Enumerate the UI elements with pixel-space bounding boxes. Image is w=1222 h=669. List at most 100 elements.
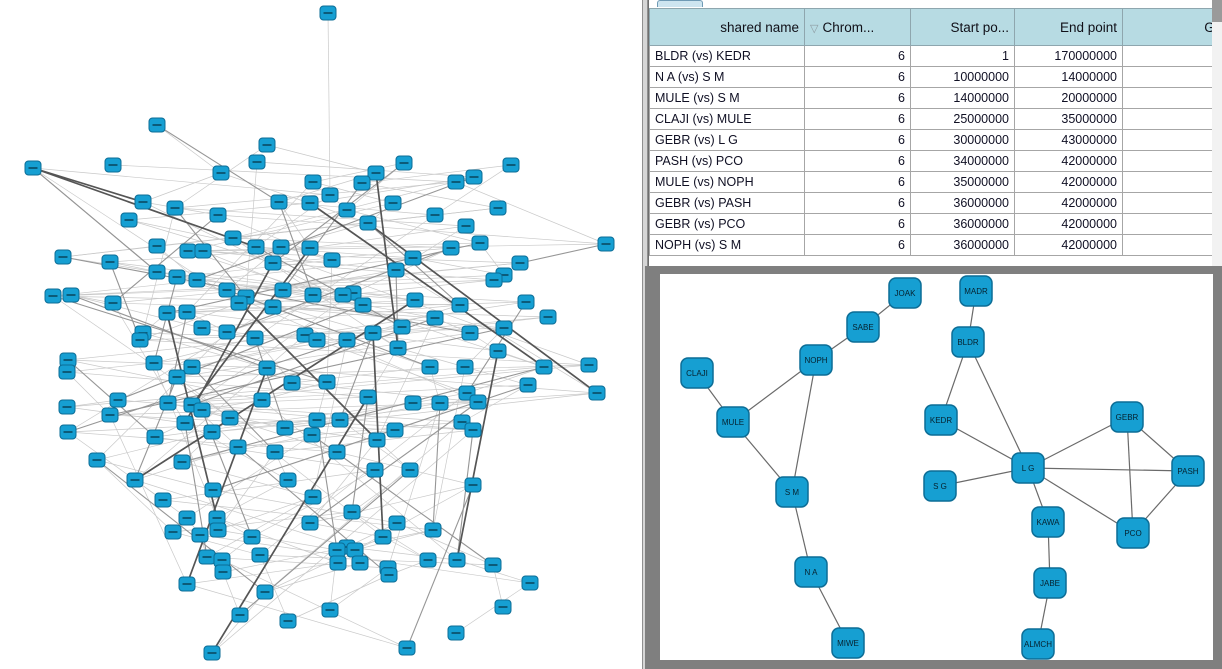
network-node[interactable] xyxy=(179,243,197,259)
network-node[interactable] xyxy=(154,492,172,508)
table-row[interactable]: N A (vs) S M610000000140000006.6 xyxy=(649,66,1222,88)
node-joak[interactable]: JOAK xyxy=(888,277,922,309)
network-node[interactable] xyxy=(218,282,236,298)
node-mule[interactable]: MULE xyxy=(716,406,750,438)
node-l-g[interactable]: L G xyxy=(1011,452,1045,484)
node-noph[interactable]: NOPH xyxy=(799,344,833,376)
network-node[interactable] xyxy=(145,355,163,371)
node-shape[interactable] xyxy=(1110,401,1144,433)
network-node[interactable] xyxy=(168,369,186,385)
network-node[interactable] xyxy=(359,215,377,231)
node-pco[interactable]: PCO xyxy=(1116,517,1150,549)
network-node[interactable] xyxy=(283,375,301,391)
node-shape[interactable] xyxy=(846,311,880,343)
network-node[interactable] xyxy=(178,510,196,526)
network-node[interactable] xyxy=(258,360,276,376)
node-almch[interactable]: ALMCH xyxy=(1021,628,1055,660)
table-row[interactable]: GEBR (vs) L G6300000004300000016.9 xyxy=(649,129,1222,151)
network-node[interactable] xyxy=(279,472,297,488)
network-node[interactable] xyxy=(148,238,166,254)
network-node[interactable] xyxy=(404,250,422,266)
node-shape[interactable] xyxy=(888,277,922,309)
node-shape[interactable] xyxy=(716,406,750,438)
network-node[interactable] xyxy=(59,424,77,440)
table-row[interactable]: NOPH (vs) S M636000000420000009.9 xyxy=(649,234,1222,256)
node-bldr[interactable]: BLDR xyxy=(951,326,985,358)
network-node[interactable] xyxy=(489,200,507,216)
network-node[interactable] xyxy=(494,599,512,615)
network-node[interactable] xyxy=(461,325,479,341)
node-claji[interactable]: CLAJI xyxy=(680,357,714,389)
node-shape[interactable] xyxy=(1011,452,1045,484)
network-node[interactable] xyxy=(419,552,437,568)
overview-network-canvas[interactable] xyxy=(0,0,642,669)
node-shape[interactable] xyxy=(680,357,714,389)
network-node[interactable] xyxy=(176,415,194,431)
network-node[interactable] xyxy=(426,310,444,326)
network-node[interactable] xyxy=(212,165,230,181)
network-node[interactable] xyxy=(389,340,407,356)
network-node[interactable] xyxy=(104,157,122,173)
network-node[interactable] xyxy=(380,567,398,583)
network-node[interactable] xyxy=(338,332,356,348)
edge-gebr-pco[interactable] xyxy=(1126,416,1134,534)
network-node[interactable] xyxy=(351,555,369,571)
node-shape[interactable] xyxy=(923,470,957,502)
edge-l-g-pash[interactable] xyxy=(1027,467,1189,472)
network-node[interactable] xyxy=(447,625,465,641)
network-node[interactable] xyxy=(401,462,419,478)
network-node[interactable] xyxy=(329,555,347,571)
network-node[interactable] xyxy=(264,299,282,315)
network-node[interactable] xyxy=(304,174,322,190)
network-node[interactable] xyxy=(274,282,292,298)
network-node[interactable] xyxy=(229,439,247,455)
network-node[interactable] xyxy=(384,195,402,211)
network-node[interactable] xyxy=(301,195,319,211)
network-node[interactable] xyxy=(193,320,211,336)
network-node[interactable] xyxy=(387,262,405,278)
column-header-shared-name[interactable]: shared name xyxy=(649,8,805,46)
network-node[interactable] xyxy=(321,602,339,618)
network-node[interactable] xyxy=(469,394,487,410)
network-node[interactable] xyxy=(502,157,520,173)
overview-network-view[interactable] xyxy=(0,0,642,669)
network-node[interactable] xyxy=(183,359,201,375)
network-node[interactable] xyxy=(319,5,337,21)
network-node[interactable] xyxy=(539,309,557,325)
network-node[interactable] xyxy=(188,272,206,288)
node-pash[interactable]: PASH xyxy=(1171,455,1205,487)
network-node[interactable] xyxy=(204,482,222,498)
network-node[interactable] xyxy=(328,444,346,460)
node-miwe[interactable]: MIWE xyxy=(831,627,865,659)
column-header-chrom[interactable]: ▽ Chrom... xyxy=(804,8,911,46)
network-node[interactable] xyxy=(120,212,138,228)
network-node[interactable] xyxy=(580,357,598,373)
network-node[interactable] xyxy=(321,187,339,203)
node-shape[interactable] xyxy=(1021,628,1055,660)
network-node[interactable] xyxy=(101,254,119,270)
network-node[interactable] xyxy=(465,169,483,185)
network-node[interactable] xyxy=(448,552,466,568)
network-node[interactable] xyxy=(489,343,507,359)
network-node[interactable] xyxy=(209,207,227,223)
network-node[interactable] xyxy=(519,377,537,393)
network-node[interactable] xyxy=(246,330,264,346)
network-node[interactable] xyxy=(146,429,164,445)
network-node[interactable] xyxy=(193,402,211,418)
network-node[interactable] xyxy=(178,576,196,592)
network-node[interactable] xyxy=(346,542,364,558)
network-node[interactable] xyxy=(44,288,62,304)
network-node[interactable] xyxy=(354,297,372,313)
network-node[interactable] xyxy=(304,287,322,303)
edge-noph-s-m[interactable] xyxy=(791,359,817,493)
network-node[interactable] xyxy=(109,392,127,408)
network-node[interactable] xyxy=(424,522,442,538)
network-node[interactable] xyxy=(247,239,265,255)
network-node[interactable] xyxy=(388,515,406,531)
network-node[interactable] xyxy=(194,243,212,259)
network-node[interactable] xyxy=(270,194,288,210)
node-s-g[interactable]: S G xyxy=(923,470,957,502)
network-node[interactable] xyxy=(597,236,615,252)
table-row[interactable]: CLAJI (vs) MULE625000000350000005.9 xyxy=(649,108,1222,130)
network-node[interactable] xyxy=(398,640,416,656)
